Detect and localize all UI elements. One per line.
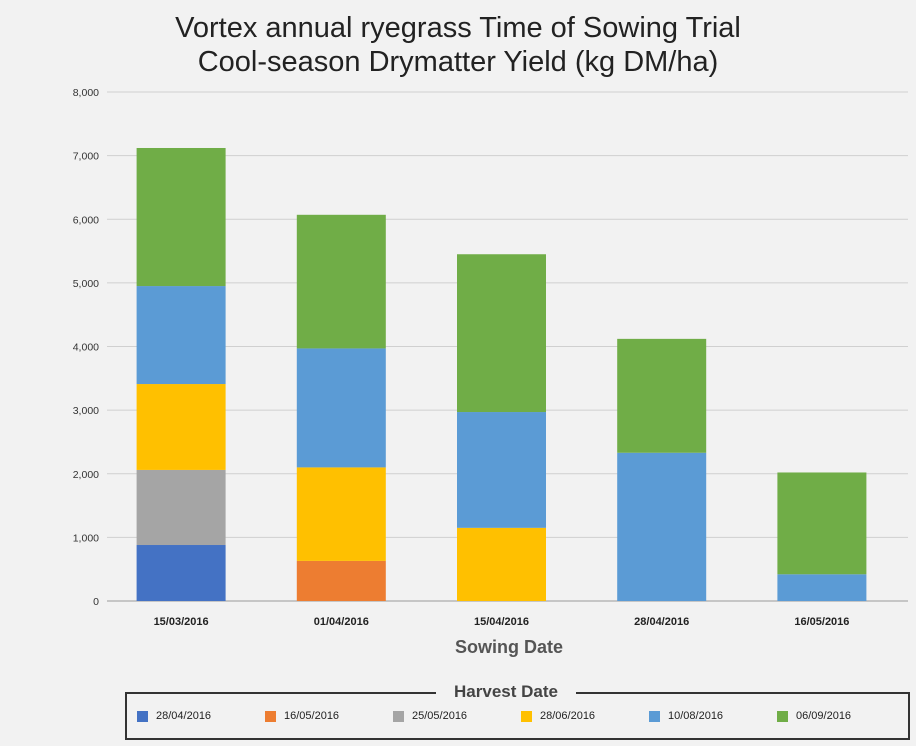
x-tick-label: 15/03/2016	[154, 616, 209, 628]
y-tick-label: 0	[93, 596, 99, 608]
legend-swatch	[521, 710, 532, 722]
legend-item: 06/09/2016	[777, 710, 877, 722]
bar-segment	[457, 527, 546, 601]
chart-title-line-2: Cool-season Drymatter Yield (kg DM/ha)	[197, 46, 719, 78]
y-tick-label: 1,000	[73, 532, 99, 544]
legend-swatch	[393, 710, 404, 722]
legend-item: 28/04/2016	[137, 710, 265, 722]
y-tick-label: 8,000	[73, 87, 99, 99]
legend-label: 06/09/2016	[796, 710, 852, 722]
bar-segment	[296, 214, 386, 349]
bar-segment	[136, 384, 226, 470]
y-tick-label: 4,000	[73, 342, 99, 354]
legend-item: 16/05/2016	[265, 710, 393, 722]
bar-segment	[136, 469, 226, 546]
bar-segment	[457, 254, 546, 413]
bar-segment	[136, 147, 226, 287]
y-tick-label: 3,000	[73, 405, 99, 417]
chart-title-line-1: Vortex annual ryegrass Time of Sowing Tr…	[175, 12, 741, 44]
x-tick-label: 28/04/2016	[634, 616, 689, 628]
legend-swatch	[649, 710, 660, 722]
legend-swatch	[265, 710, 276, 722]
legend-label: 28/04/2016	[156, 710, 212, 722]
legend-item: 28/06/2016	[521, 710, 649, 722]
bar-segment	[457, 412, 546, 528]
legend-item: 25/05/2016	[393, 710, 521, 722]
legend-swatch	[777, 710, 788, 722]
legend-swatch	[137, 710, 148, 722]
legend-label: 10/08/2016	[668, 710, 724, 722]
x-axis-title: Sowing Date	[454, 637, 563, 657]
bar-segment	[617, 452, 707, 601]
legend-title: Harvest Date	[436, 682, 576, 702]
bar-segment	[777, 472, 867, 575]
bar-segment	[296, 348, 386, 468]
x-tick-label: 01/04/2016	[314, 616, 369, 628]
legend-label: 16/05/2016	[284, 710, 340, 722]
x-tick-label: 16/05/2016	[794, 616, 849, 628]
legend-item: 10/08/2016	[649, 710, 777, 722]
legend: 28/04/2016 16/05/2016 25/05/2016 28/06/2016…	[137, 710, 877, 722]
y-tick-label: 7,000	[73, 151, 99, 163]
y-tick-label: 2,000	[73, 469, 99, 481]
bar-segment	[777, 574, 867, 601]
y-tick-label: 6,000	[73, 214, 99, 226]
bar-segment	[296, 467, 386, 561]
bar-segment	[296, 560, 386, 601]
bar-segment	[617, 338, 707, 453]
bar-segment	[136, 286, 226, 385]
legend-label: 25/05/2016	[412, 710, 468, 722]
y-tick-label: 5,000	[73, 278, 99, 290]
x-tick-label: 15/04/2016	[474, 616, 529, 628]
bar-segment	[136, 545, 226, 601]
legend-label: 28/06/2016	[540, 710, 596, 722]
